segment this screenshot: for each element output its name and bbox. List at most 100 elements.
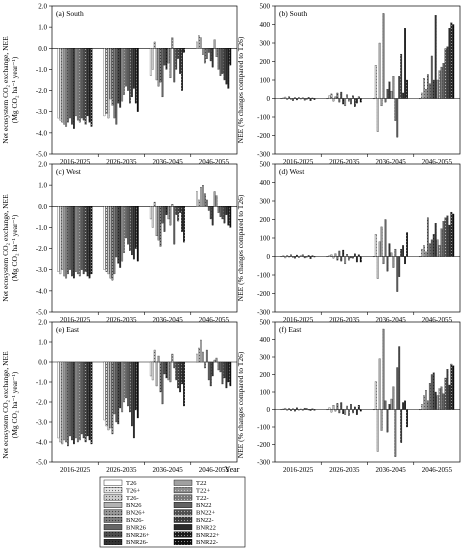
- bar-t22minus: [301, 409, 304, 411]
- bar-t22plus: [438, 388, 441, 410]
- bar-bn22: [396, 367, 399, 410]
- bar-bn22: [219, 48, 222, 76]
- panel-title: (b) South: [279, 9, 307, 18]
- bar-bn26minus: [382, 328, 385, 410]
- bar-bn26: [378, 358, 381, 410]
- bar-bnr26plus: [340, 402, 343, 410]
- bar-t26plus: [59, 48, 62, 121]
- bar-bn22: [127, 361, 129, 407]
- bar-bnr22plus: [227, 361, 230, 383]
- legend-label: BN26: [126, 502, 142, 509]
- bar-bn26: [155, 361, 158, 387]
- right-ylabel-row1: NEE (% changes compared to T26): [236, 36, 245, 143]
- bar-bnr26: [161, 206, 164, 224]
- y-tick-label: 200: [260, 371, 271, 379]
- bar-bnr22plus: [134, 206, 137, 249]
- bar-bn26: [425, 89, 427, 99]
- bar-bnr22plus: [404, 256, 406, 265]
- bar-t22minus: [171, 204, 174, 207]
- bar-bn22: [442, 393, 445, 410]
- y-tick-label: 0: [267, 253, 271, 261]
- bar-bn22minus: [354, 406, 356, 410]
- y-tick-label: 400: [260, 336, 271, 344]
- bar-t26plus: [151, 361, 154, 381]
- bar-bn22plus: [129, 361, 131, 413]
- bar-bn22: [80, 206, 83, 270]
- bar-t26minus: [61, 206, 64, 270]
- bar-bn26: [286, 409, 289, 411]
- bar-bnr22minus: [406, 232, 408, 257]
- y-tick-label: 300: [260, 40, 271, 48]
- bar-bnr26minus: [211, 48, 214, 68]
- bar-bnr26minus: [211, 206, 214, 226]
- x-tick-label: 2016-2025: [60, 158, 91, 166]
- y-tick-label: -3.0: [36, 266, 48, 274]
- bar-t22minus: [217, 361, 220, 371]
- bar-t22minus: [301, 97, 304, 99]
- left-ylabel-row2-line2: (Mg CO₂ ha⁻¹ year⁻¹): [10, 214, 19, 281]
- legend-swatch: [103, 524, 123, 531]
- bar-bn22: [219, 206, 222, 217]
- bar-bnr22: [309, 409, 312, 411]
- bar-bnr26minus: [342, 409, 345, 415]
- bar-bn26minus: [113, 361, 116, 415]
- bar-bnr22plus: [404, 28, 406, 99]
- bar-bnr22minus: [136, 206, 139, 262]
- legend-label: BNR26: [126, 524, 147, 531]
- bar-bnr26: [430, 374, 433, 410]
- bar-bn22: [350, 404, 352, 410]
- bar-bnr26minus: [165, 48, 168, 70]
- bar-bn26minus: [113, 206, 116, 275]
- legend-swatch: [103, 494, 123, 501]
- y-tick-label: 0: [267, 95, 271, 103]
- legend-swatch: [103, 531, 123, 538]
- bar-bnr22plus: [134, 48, 137, 104]
- bar-bnr22: [309, 98, 312, 101]
- bar-bnr22plus: [311, 255, 314, 257]
- bar-bnr22minus: [183, 48, 185, 53]
- bar-t22minus: [440, 386, 443, 410]
- legend-swatch: [173, 524, 193, 531]
- bar-bn26plus: [334, 96, 337, 99]
- y-tick-label: -2.0: [36, 87, 48, 95]
- bar-bn26minus: [428, 83, 431, 99]
- bar-t26minus: [153, 201, 156, 207]
- bar-bnr26minus: [434, 391, 437, 410]
- right-ylabel-row2: NEE (% changes compared to T26): [236, 194, 245, 301]
- bar-bn26plus: [426, 400, 429, 410]
- bar-t26minus: [284, 256, 287, 259]
- bar-bnr22minus: [136, 361, 139, 419]
- bar-t22plus: [169, 48, 172, 79]
- y-tick-label: -100: [257, 114, 270, 122]
- bar-bnr26plus: [386, 89, 389, 99]
- bar-t26minus: [200, 187, 202, 207]
- bar-t26minus: [330, 93, 333, 99]
- bar-bn22: [442, 221, 445, 257]
- y-tick-label: 100: [260, 235, 271, 243]
- bar-bnr26: [338, 250, 341, 257]
- bar-bnr26minus: [165, 206, 168, 215]
- bar-t26minus: [61, 48, 64, 123]
- bar-t26minus: [61, 361, 64, 445]
- y-tick-label: 500: [260, 3, 271, 11]
- bar-bnr26plus: [432, 372, 435, 410]
- bar-t26plus: [105, 206, 108, 272]
- bar-bnr22minus: [359, 98, 362, 103]
- bar-t26minus: [153, 349, 156, 363]
- bar-bnr22plus: [450, 211, 453, 257]
- bar-bnr22minus: [229, 48, 232, 66]
- bar-bn22minus: [131, 206, 133, 256]
- bar-bn22plus: [444, 377, 447, 410]
- bar-t22: [298, 409, 300, 411]
- left-ylabel-row1-line1: Net ecosystem CO₂ exchange, NEE: [1, 36, 10, 144]
- bar-bn22minus: [223, 48, 226, 81]
- legend-label: T22: [196, 480, 206, 487]
- bar-t26plus: [328, 95, 331, 99]
- bar-bnr22: [402, 402, 405, 410]
- bar-t22: [436, 79, 439, 99]
- bar-bnr26plus: [209, 361, 212, 387]
- bar-bn26: [425, 251, 427, 257]
- bar-bn26minus: [336, 403, 339, 410]
- bar-bn26plus: [203, 361, 206, 369]
